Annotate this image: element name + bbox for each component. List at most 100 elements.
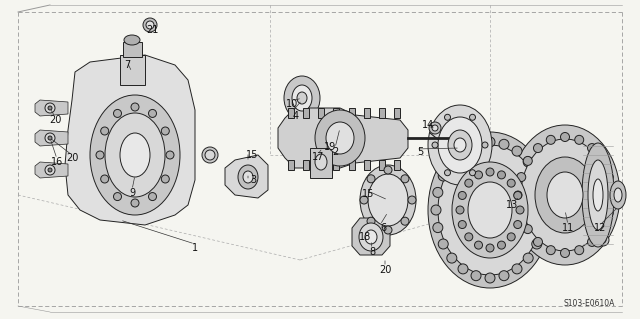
Circle shape — [408, 196, 416, 204]
Circle shape — [607, 190, 616, 199]
Text: 19: 19 — [324, 142, 336, 152]
Circle shape — [100, 175, 109, 183]
Bar — [349, 160, 355, 170]
Polygon shape — [65, 55, 195, 225]
Text: 14: 14 — [422, 120, 434, 130]
Text: 10: 10 — [286, 99, 298, 109]
Circle shape — [537, 187, 547, 197]
Circle shape — [161, 175, 170, 183]
Circle shape — [96, 151, 104, 159]
Bar — [288, 160, 294, 170]
Ellipse shape — [359, 223, 383, 251]
Circle shape — [539, 205, 549, 215]
Bar — [333, 160, 339, 170]
Circle shape — [131, 199, 139, 207]
Ellipse shape — [535, 157, 595, 233]
Bar — [364, 160, 370, 170]
Text: 7: 7 — [124, 60, 130, 70]
Circle shape — [470, 170, 476, 176]
Text: 20: 20 — [66, 153, 78, 163]
Circle shape — [514, 191, 522, 199]
Ellipse shape — [120, 133, 150, 177]
Ellipse shape — [428, 105, 492, 185]
Circle shape — [143, 18, 157, 32]
Ellipse shape — [521, 139, 609, 251]
Circle shape — [470, 114, 476, 120]
Ellipse shape — [326, 122, 354, 154]
Circle shape — [516, 206, 524, 214]
Circle shape — [100, 127, 109, 135]
Circle shape — [561, 132, 570, 142]
Circle shape — [465, 179, 473, 187]
Circle shape — [45, 165, 55, 175]
Circle shape — [523, 253, 533, 263]
Circle shape — [367, 175, 375, 183]
Text: 20: 20 — [49, 115, 61, 125]
Circle shape — [588, 237, 596, 246]
Text: 20: 20 — [379, 265, 391, 275]
Circle shape — [438, 239, 448, 249]
Bar — [394, 108, 400, 118]
Text: 11: 11 — [562, 223, 574, 233]
Text: 16: 16 — [51, 157, 63, 167]
Circle shape — [431, 205, 441, 215]
Ellipse shape — [238, 165, 258, 189]
Circle shape — [514, 220, 522, 228]
Circle shape — [482, 142, 488, 148]
Circle shape — [598, 225, 607, 234]
Circle shape — [384, 226, 392, 234]
Circle shape — [456, 206, 464, 214]
Circle shape — [445, 170, 451, 176]
Circle shape — [547, 246, 556, 255]
Circle shape — [508, 233, 515, 241]
Circle shape — [486, 244, 494, 252]
Circle shape — [474, 171, 483, 179]
Ellipse shape — [438, 117, 482, 173]
Circle shape — [447, 157, 457, 167]
Circle shape — [48, 106, 52, 110]
Circle shape — [45, 133, 55, 143]
Circle shape — [458, 191, 467, 199]
Text: 13: 13 — [506, 200, 518, 210]
Circle shape — [161, 127, 170, 135]
Circle shape — [499, 139, 509, 149]
Circle shape — [48, 168, 52, 172]
Circle shape — [600, 237, 606, 243]
Bar — [349, 108, 355, 118]
Circle shape — [327, 139, 335, 147]
Circle shape — [458, 264, 468, 274]
Ellipse shape — [105, 113, 165, 197]
Circle shape — [524, 156, 532, 166]
Circle shape — [534, 237, 543, 246]
Ellipse shape — [428, 132, 552, 288]
Circle shape — [465, 233, 473, 241]
Circle shape — [433, 187, 443, 197]
Circle shape — [148, 193, 157, 201]
Circle shape — [471, 139, 481, 149]
Text: 8: 8 — [369, 247, 375, 257]
Polygon shape — [35, 100, 68, 116]
Circle shape — [537, 223, 547, 233]
Circle shape — [205, 150, 215, 160]
Bar — [333, 108, 339, 118]
Circle shape — [486, 168, 494, 176]
Circle shape — [508, 179, 515, 187]
Ellipse shape — [297, 92, 307, 104]
Circle shape — [146, 21, 154, 29]
Circle shape — [432, 125, 438, 131]
Circle shape — [515, 190, 524, 199]
Bar — [288, 108, 294, 118]
Circle shape — [131, 103, 139, 111]
Circle shape — [401, 217, 409, 225]
Ellipse shape — [593, 179, 603, 211]
Circle shape — [429, 122, 441, 134]
Circle shape — [588, 144, 596, 152]
Ellipse shape — [454, 138, 466, 152]
Ellipse shape — [448, 130, 472, 160]
Ellipse shape — [610, 181, 626, 209]
Circle shape — [575, 246, 584, 255]
Bar — [123, 42, 142, 57]
Polygon shape — [225, 155, 268, 198]
Circle shape — [202, 147, 218, 163]
Text: 6: 6 — [380, 223, 386, 233]
